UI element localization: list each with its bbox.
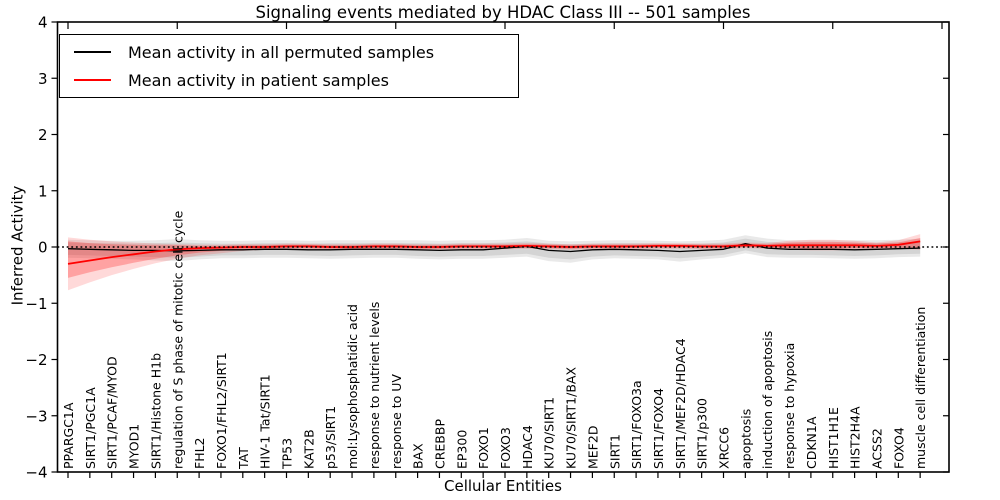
category-label: MYOD1 <box>127 424 142 469</box>
category-label: MEF2D <box>585 426 600 469</box>
category-label: HIST1H1E <box>826 407 841 469</box>
category-label: p53/SIRT1 <box>323 406 338 469</box>
category-label: SIRT1/MEF2D/HDAC4 <box>673 338 688 469</box>
category-label: SIRT1 <box>607 434 622 469</box>
category-label: SIRT1/FOXO4 <box>651 388 666 469</box>
patient-samples-outer-band <box>68 234 921 291</box>
category-label: ACSS2 <box>869 428 884 469</box>
category-label: SIRT1/Histone H1b <box>148 353 163 469</box>
legend-label: Mean activity in patient samples <box>128 70 389 90</box>
y-tick-label: 4 <box>38 14 48 32</box>
legend-entry-patient: Mean activity in patient samples <box>60 66 518 94</box>
patient-mean-line <box>67 240 921 265</box>
category-label: FHL2 <box>192 437 207 469</box>
category-label: FOXO1/FHL2/SIRT1 <box>214 352 229 469</box>
category-label: muscle cell differentiation <box>913 307 928 469</box>
legend: Mean activity in all permuted samples Me… <box>59 34 519 98</box>
category-label: HIST2H4A <box>848 406 863 469</box>
y-tick-label: −1 <box>25 295 47 313</box>
y-axis-label: Inferred Activity <box>8 185 27 306</box>
category-label: SIRT1/PCAF/MYOD <box>105 356 120 469</box>
category-label: PPARGC1A <box>61 402 76 469</box>
legend-line-sample-red <box>74 79 111 81</box>
legend-entry-permuted: Mean activity in all permuted samples <box>60 38 518 66</box>
category-label: SIRT1/FOXO3a <box>629 380 644 469</box>
y-tick-label: 2 <box>38 126 48 144</box>
category-label: response to hypoxia <box>782 343 797 469</box>
patient-samples-inner-band <box>68 238 921 278</box>
category-label: EP300 <box>454 430 469 469</box>
category-label: response to nutrient levels <box>367 302 382 469</box>
category-label: SIRT1/p300 <box>695 398 710 469</box>
category-label: KU70/SIRT1/BAX <box>564 367 579 469</box>
x-axis-label: Cellular Entities <box>444 477 562 495</box>
legend-label: Mean activity in all permuted samples <box>128 42 435 62</box>
chart-title: Signaling events mediated by HDAC Class … <box>255 3 751 22</box>
category-label: FOXO4 <box>891 427 906 469</box>
y-tick-label: 0 <box>38 239 48 257</box>
category-label: mol:Lysophosphatidic acid <box>345 304 360 469</box>
category-label: response to UV <box>389 374 404 469</box>
category-label: XRCC6 <box>717 427 732 469</box>
category-label: FOXO1 <box>476 427 491 469</box>
y-tick-label: 3 <box>38 70 48 88</box>
category-label: TAT <box>236 447 251 470</box>
y-tick-label: −3 <box>25 407 47 425</box>
category-label: CREBBP <box>432 419 447 469</box>
category-label: TP53 <box>280 438 295 470</box>
y-tick-label: −4 <box>25 464 47 482</box>
category-label: BAX <box>411 443 426 469</box>
permuted-mean-line <box>67 242 921 253</box>
category-label: HIV-1 Tat/SIRT1 <box>258 374 273 469</box>
category-label: SIRT1/PGC1A <box>83 387 98 469</box>
category-label: KU70/SIRT1 <box>542 397 557 469</box>
category-label: induction of apoptosis <box>760 331 775 469</box>
legend-line-sample-black <box>74 51 111 53</box>
category-label: regulation of S phase of mitotic cell cy… <box>170 210 185 469</box>
category-label: HDAC4 <box>520 425 535 469</box>
y-tick-label: 1 <box>38 182 48 200</box>
category-label: CDKN1A <box>804 416 819 469</box>
category-label: FOXO3 <box>498 427 513 469</box>
y-tick-label: −2 <box>25 351 47 369</box>
category-label: apoptosis <box>738 409 753 469</box>
category-label: KAT2B <box>301 429 316 469</box>
